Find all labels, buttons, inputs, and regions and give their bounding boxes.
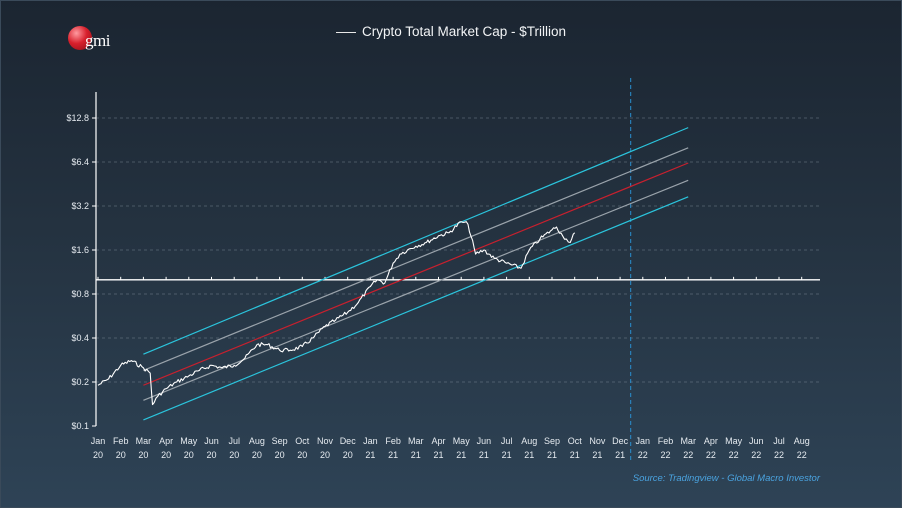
x-tick-label-year: 20 <box>93 450 103 460</box>
x-tick-label-month: Jun <box>477 436 492 446</box>
x-tick-label-year: 21 <box>456 450 466 460</box>
x-tick-label-month: Jul <box>773 436 785 446</box>
x-tick-label-year: 21 <box>479 450 489 460</box>
x-tick-label-month: Aug <box>249 436 265 446</box>
channel-line-lower-inner <box>143 179 689 401</box>
x-tick-label-month: Mar <box>136 436 152 446</box>
source-note: Source: Tradingview - Global Macro Inves… <box>632 473 820 484</box>
x-tick-label-month: Mar <box>408 436 424 446</box>
x-tick-label-month: Sep <box>544 436 560 446</box>
x-tick-label-month: Nov <box>317 436 334 446</box>
x-tick-label-year: 20 <box>116 450 126 460</box>
x-tick-label-year: 20 <box>252 450 262 460</box>
y-tick-label: $0.2 <box>71 377 89 387</box>
y-tick-label: $0.4 <box>71 333 89 343</box>
x-tick-label-month: Feb <box>385 436 401 446</box>
x-tick-label-year: 20 <box>206 450 216 460</box>
y-tick-label: $0.1 <box>71 421 89 431</box>
x-tick-label-year: 22 <box>729 450 739 460</box>
x-tick-label-month: Nov <box>589 436 606 446</box>
y-tick-label: $0.8 <box>71 289 89 299</box>
x-tick-label-year: 22 <box>683 450 693 460</box>
x-tick-label-year: 20 <box>229 450 239 460</box>
x-tick-label-year: 21 <box>411 450 421 460</box>
x-tick-label-month: Jan <box>363 436 378 446</box>
x-tick-label-year: 22 <box>706 450 716 460</box>
x-tick-label-month: May <box>453 436 471 446</box>
x-tick-label-year: 22 <box>774 450 784 460</box>
x-tick-label-month: May <box>180 436 198 446</box>
x-tick-label-year: 22 <box>751 450 761 460</box>
x-tick-label-year: 21 <box>388 450 398 460</box>
x-tick-label-year: 20 <box>161 450 171 460</box>
x-tick-label-month: Jan <box>91 436 106 446</box>
x-tick-label-month: Apr <box>159 436 173 446</box>
x-tick-label-month: Mar <box>680 436 696 446</box>
channel-line-lower-band <box>143 196 689 421</box>
x-tick-label-month: Feb <box>658 436 674 446</box>
x-tick-label-month: Jun <box>749 436 764 446</box>
x-tick-label-month: Oct <box>568 436 583 446</box>
x-tick-label-year: 20 <box>297 450 307 460</box>
x-tick-label-year: 20 <box>275 450 285 460</box>
logo-ball-icon <box>68 26 92 50</box>
x-tick-label-month: Feb <box>113 436 129 446</box>
x-tick-label-year: 22 <box>638 450 648 460</box>
x-tick-label-month: Jan <box>636 436 651 446</box>
x-tick-label-year: 21 <box>615 450 625 460</box>
legend-line-swatch <box>335 31 356 33</box>
x-tick-label-year: 20 <box>184 450 194 460</box>
x-tick-label-month: Sep <box>272 436 288 446</box>
gmi-logo: gmi <box>68 26 128 54</box>
x-tick-label-year: 20 <box>343 450 353 460</box>
x-tick-label-year: 21 <box>502 450 512 460</box>
x-tick-label-month: May <box>725 436 743 446</box>
x-tick-label-month: Apr <box>704 436 718 446</box>
series-line-market-cap <box>97 221 576 406</box>
y-tick-label: $12.8 <box>66 113 89 123</box>
x-tick-label-month: Oct <box>295 436 310 446</box>
channel-line-regression <box>143 162 689 386</box>
x-tick-label-year: 21 <box>524 450 534 460</box>
x-tick-label-year: 21 <box>433 450 443 460</box>
x-tick-label-year: 21 <box>365 450 375 460</box>
x-tick-label-year: 21 <box>592 450 602 460</box>
x-tick-label-year: 22 <box>660 450 670 460</box>
x-tick-label-month: Apr <box>431 436 445 446</box>
x-tick-label-year: 21 <box>570 450 580 460</box>
x-tick-label-year: 20 <box>320 450 330 460</box>
x-tick-label-month: Dec <box>340 436 357 446</box>
logo-text: gmi <box>85 31 110 50</box>
y-tick-label: $3.2 <box>71 201 89 211</box>
x-tick-label-month: Jul <box>228 436 240 446</box>
x-tick-label-month: Jun <box>204 436 219 446</box>
x-tick-label-year: 22 <box>797 450 807 460</box>
x-tick-label-year: 20 <box>138 450 148 460</box>
x-tick-label-month: Jul <box>501 436 513 446</box>
x-tick-label-month: Aug <box>521 436 537 446</box>
y-tick-label: $1.6 <box>71 245 89 255</box>
channel-line-upper-band <box>143 127 689 355</box>
x-tick-label-month: Dec <box>612 436 629 446</box>
x-tick-label-month: Aug <box>794 436 810 446</box>
x-tick-label-year: 21 <box>547 450 557 460</box>
chart-title: Crypto Total Market Cap - $Trillion <box>0 24 902 39</box>
channel-line-upper-inner <box>143 147 689 371</box>
chart-title-text: Crypto Total Market Cap - $Trillion <box>361 24 567 39</box>
y-tick-label: $6.4 <box>71 157 89 167</box>
